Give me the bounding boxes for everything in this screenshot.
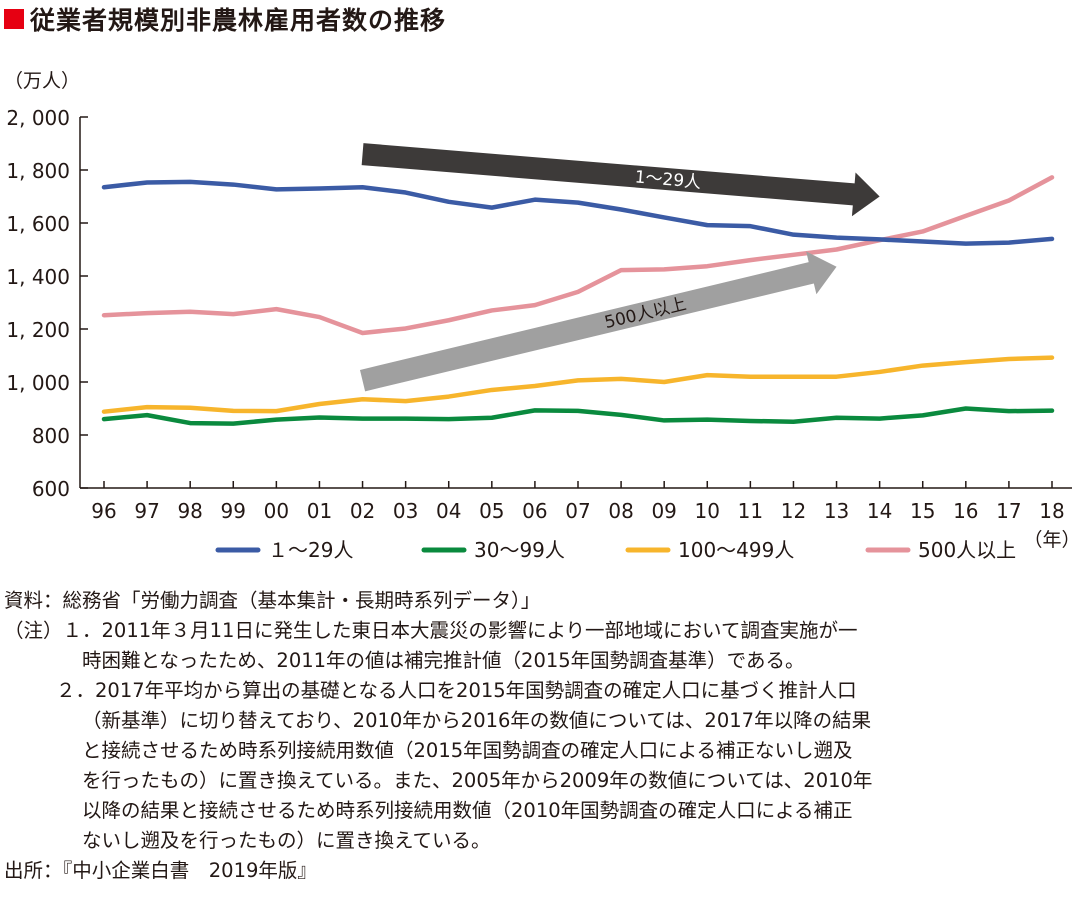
x-tick-label: 16 — [953, 499, 978, 523]
x-tick-label: 07 — [565, 499, 590, 523]
legend-label-1: 30～99人 — [474, 538, 565, 562]
annotation-1-29-label: 1～29人 — [634, 167, 702, 192]
x-tick-label: 15 — [910, 499, 935, 523]
notes: 資料：総務省「労働力調査（基本集計・長期時系列データ）」 （注）１．2011年３… — [4, 586, 1078, 886]
note-2-line-1: ２．2017年平均から算出の基礎となる人口を2015年国勢調査の確定人口に基づく… — [56, 679, 857, 702]
y-tick-label: 2, 000 — [6, 106, 70, 130]
line-chart: （万人） 2, 000 1, 800 1, 600 1, 400 1, 200 1, 000… — [4, 70, 1080, 562]
x-tick-label: 04 — [436, 499, 461, 523]
x-tick-label: 05 — [479, 499, 504, 523]
y-axis-label: （万人） — [4, 70, 80, 92]
x-tick-label: 98 — [177, 499, 202, 523]
y-tick-label: 600 — [32, 477, 70, 501]
x-tick-label: 12 — [781, 499, 806, 523]
x-tick-label: 02 — [350, 499, 375, 523]
x-tick-label: 99 — [221, 499, 246, 523]
annotation-1-29-arrow — [361, 143, 880, 217]
note-origin: 出所：『中小企業白書 2019年版』 — [4, 859, 317, 882]
x-tick-label: 09 — [651, 499, 676, 523]
x-tick-label: 10 — [695, 499, 720, 523]
series-1-29-line — [101, 179, 1055, 246]
legend-label-0: １～29人 — [268, 538, 353, 562]
x-tick-label: 06 — [522, 499, 547, 523]
x-tick-label: 96 — [91, 499, 116, 523]
note-1-line-1: （注）１．2011年３月11日に発生した東日本大震災の影響により一部地域において… — [4, 619, 858, 642]
chart-title-wrap: 従業者規模別非農林雇用者数の推移 — [4, 2, 446, 36]
note-1-line-2: 時困難となったため、2011年の値は補完推計値（2015年国勢調査基準）である。 — [82, 649, 805, 672]
note-2-line-6: ないし遡及を行ったもの）に置き換えている。 — [82, 829, 491, 852]
series-30-99-line — [101, 406, 1055, 426]
note-2-line-2: （新基準）に切り替えており、2010年から2016年の数値については、2017年… — [82, 709, 872, 732]
x-tick-label: 97 — [134, 499, 159, 523]
y-tick-label: 1, 200 — [6, 318, 70, 342]
x-tick-label: 17 — [996, 499, 1021, 523]
y-tick-label: 1, 000 — [6, 371, 70, 395]
x-axis-label: （年） — [1023, 529, 1080, 551]
title-marker — [4, 9, 24, 29]
series-500-plus-line — [101, 175, 1055, 336]
x-tick-label: 08 — [608, 499, 633, 523]
legend-label-2: 100～499人 — [678, 538, 794, 562]
x-tick-label: 11 — [738, 499, 763, 523]
x-tick-label: 18 — [1039, 499, 1064, 523]
x-tick-label: 00 — [264, 499, 289, 523]
y-tick-label: 800 — [32, 424, 70, 448]
y-tick-label: 1, 600 — [6, 212, 70, 236]
note-2-line-3: と接続させるため時系列接続用数値（2015年国勢調査の確定人口による補正ないし遡… — [82, 739, 853, 762]
legend-label-3: 500人以上 — [918, 538, 1016, 562]
chart-title: 従業者規模別非農林雇用者数の推移 — [30, 6, 447, 35]
x-tick-label: 13 — [824, 499, 849, 523]
x-tick-label: 14 — [867, 499, 892, 523]
note-2-line-4: を行ったもの）に置き換えている。また、2005年から2009年の数値については、… — [82, 769, 873, 792]
x-tick-label: 03 — [393, 499, 418, 523]
series-100-499-line — [101, 355, 1055, 414]
y-tick-label: 1, 400 — [6, 265, 70, 289]
annotation-500-plus-arrow — [359, 251, 837, 392]
note-source: 資料：総務省「労働力調査（基本集計・長期時系列データ）」 — [4, 589, 541, 612]
x-tick-label: 01 — [307, 499, 332, 523]
note-2-line-5: 以降の結果と接続させるため時系列接続用数値（2010年国勢調査の確定人口による補… — [82, 799, 853, 822]
y-tick-label: 1, 800 — [6, 159, 70, 183]
annotation-500-plus-label: 500人以上 — [603, 294, 689, 333]
